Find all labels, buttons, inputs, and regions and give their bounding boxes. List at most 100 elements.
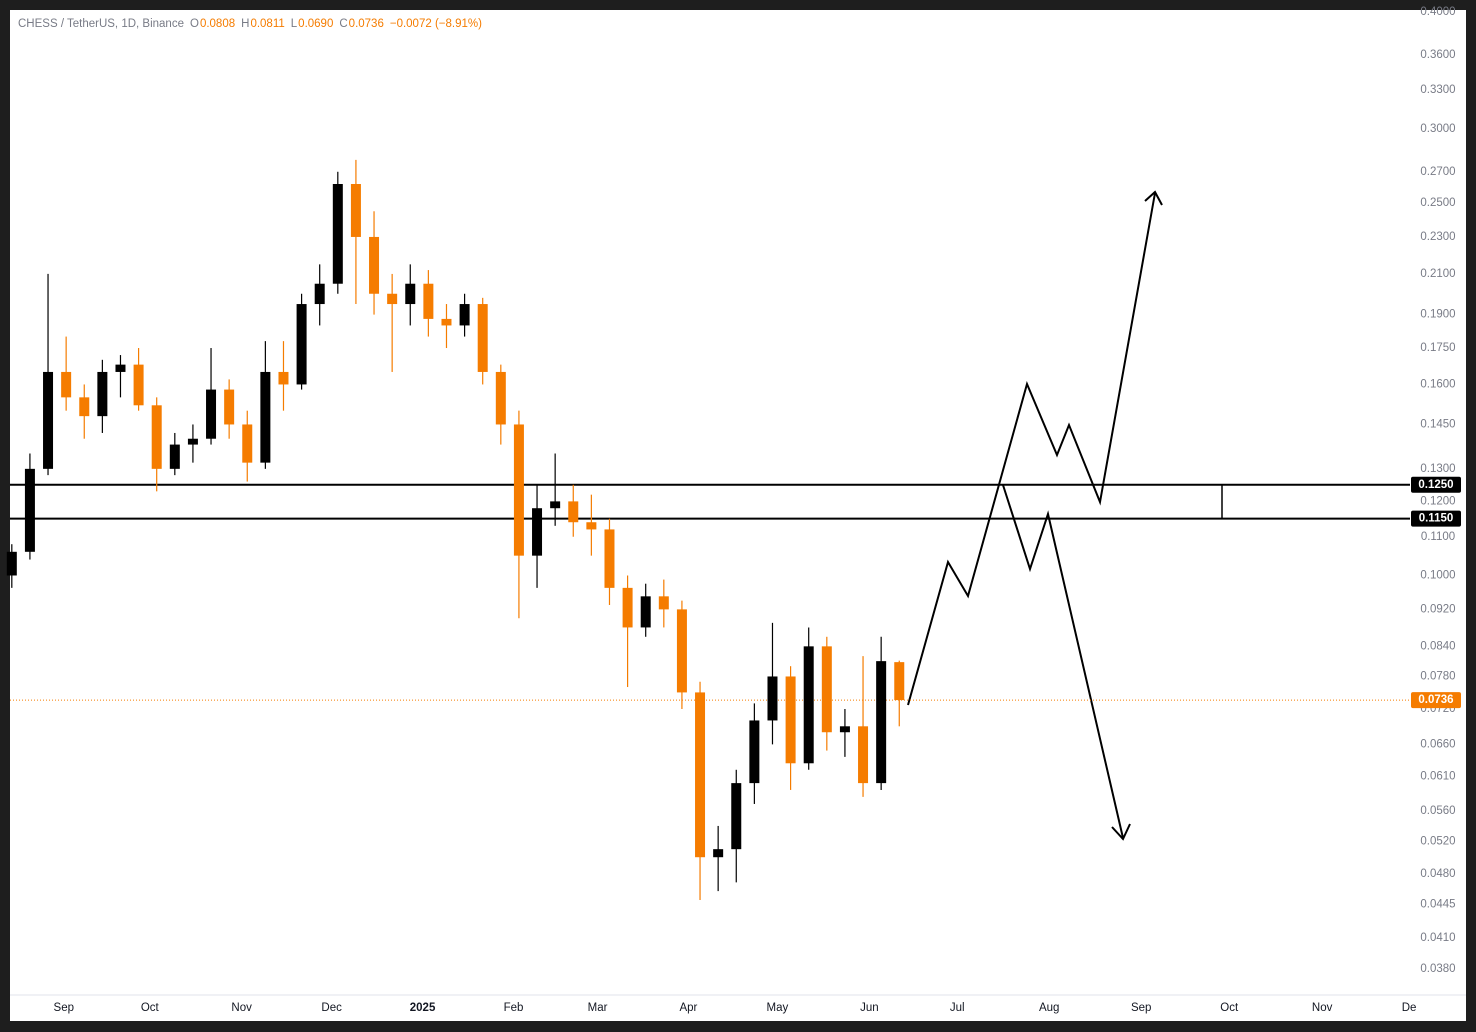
x-tick-label: Feb bbox=[504, 1002, 524, 1014]
candle-body bbox=[187, 438, 198, 445]
candle-body bbox=[495, 371, 506, 425]
x-tick-label: Oct bbox=[141, 1002, 160, 1014]
ohlc-letter: O bbox=[190, 18, 199, 30]
y-tick-label: 0.0520 bbox=[1420, 835, 1455, 847]
last-price-box bbox=[1411, 692, 1461, 709]
symbol-title: CHESS / TetherUS, 1D, Binance bbox=[18, 18, 184, 30]
candle-body bbox=[658, 596, 669, 610]
candle-body bbox=[278, 371, 289, 385]
chart-panel bbox=[10, 10, 1466, 1021]
candle-body bbox=[568, 501, 579, 523]
y-tick-label: 0.0660 bbox=[1420, 738, 1455, 750]
candle-body bbox=[133, 364, 144, 406]
x-tick-label: Mar bbox=[588, 1002, 608, 1014]
candle-body bbox=[477, 304, 488, 372]
candle-body bbox=[441, 318, 452, 326]
candle-body bbox=[61, 371, 72, 398]
x-tick-label: Sep bbox=[1131, 1002, 1151, 1014]
y-tick-label: 0.1000 bbox=[1420, 570, 1455, 582]
x-tick-label: Oct bbox=[1220, 1002, 1239, 1014]
y-tick-label: 0.1300 bbox=[1420, 463, 1455, 475]
y-tick-label: 0.3000 bbox=[1420, 123, 1455, 135]
y-tick-label: 0.0380 bbox=[1420, 963, 1455, 975]
x-tick-label: De bbox=[1402, 1002, 1417, 1014]
x-tick-label: Dec bbox=[321, 1002, 342, 1014]
level-label-box bbox=[1411, 510, 1461, 527]
candle-body bbox=[731, 783, 742, 850]
bullish-path bbox=[907, 192, 1156, 706]
y-tick-label: 0.0920 bbox=[1420, 603, 1455, 615]
candle-body bbox=[821, 646, 832, 733]
candle-body bbox=[858, 726, 869, 784]
candle-body bbox=[513, 424, 524, 556]
x-tick-label: Sep bbox=[54, 1002, 74, 1014]
candle-body bbox=[713, 849, 724, 858]
y-tick-label: 0.0780 bbox=[1420, 671, 1455, 683]
x-tick-label: May bbox=[767, 1002, 789, 1014]
level-label: 0.1150 bbox=[1419, 513, 1454, 525]
candle-body bbox=[79, 397, 90, 417]
candle-body bbox=[151, 405, 162, 469]
candle-body bbox=[405, 283, 416, 305]
scenario-drawings bbox=[907, 190, 1163, 841]
candle-body bbox=[785, 676, 796, 764]
candle-body bbox=[550, 501, 561, 509]
candle-body bbox=[97, 371, 108, 417]
ohlc-letter: L bbox=[291, 18, 298, 30]
x-tick-label: Jul bbox=[950, 1002, 965, 1014]
bearish-path bbox=[1002, 484, 1124, 839]
candle-body bbox=[206, 389, 217, 439]
candle-body bbox=[115, 364, 126, 372]
candle-body bbox=[6, 551, 17, 576]
y-tick-label: 0.0610 bbox=[1420, 770, 1455, 782]
y-tick-label: 0.1750 bbox=[1420, 342, 1455, 354]
candle-body bbox=[695, 692, 706, 858]
y-tick-label: 0.2300 bbox=[1420, 231, 1455, 243]
change-value: −0.0072 (−8.91%) bbox=[390, 18, 482, 30]
last-price-label: 0.0736 bbox=[1418, 694, 1453, 706]
y-tick-label: 0.1450 bbox=[1420, 418, 1455, 430]
candle-body bbox=[224, 389, 235, 425]
y-tick-label: 0.0480 bbox=[1420, 868, 1455, 880]
candle-body bbox=[369, 236, 380, 294]
candle-body bbox=[604, 529, 615, 588]
ohlc-value: 0.0811 bbox=[250, 18, 284, 30]
y-tick-label: 0.2500 bbox=[1420, 197, 1455, 209]
x-tick-label: Nov bbox=[231, 1002, 252, 1014]
candle-body bbox=[803, 646, 814, 764]
x-tick-label: Jun bbox=[860, 1002, 879, 1014]
candle-body bbox=[749, 720, 760, 784]
y-tick-label: 0.1600 bbox=[1420, 378, 1455, 390]
candle-body bbox=[332, 184, 343, 284]
x-tick-label: Apr bbox=[679, 1002, 697, 1014]
candle-body bbox=[876, 661, 887, 784]
candle-body bbox=[387, 293, 398, 305]
ohlc-value: 0.0808 bbox=[200, 18, 235, 30]
candle-body bbox=[423, 283, 434, 319]
candle-body bbox=[894, 662, 905, 701]
x-tick-label: Aug bbox=[1039, 1002, 1059, 1014]
y-tick-label: 0.0560 bbox=[1420, 805, 1455, 817]
ohlc-letter: C bbox=[339, 18, 347, 30]
y-tick-label: 0.0840 bbox=[1420, 640, 1455, 652]
level-label: 0.1250 bbox=[1418, 479, 1453, 491]
candle-body bbox=[314, 283, 325, 305]
candle-body bbox=[43, 371, 54, 469]
candle-body bbox=[532, 508, 543, 556]
candle-body bbox=[767, 676, 778, 721]
candle-body bbox=[839, 726, 850, 733]
y-tick-label: 0.4000 bbox=[1420, 6, 1455, 18]
candle-body bbox=[242, 424, 253, 463]
x-tick-label: 2025 bbox=[410, 1002, 436, 1014]
y-tick-label: 0.3300 bbox=[1420, 84, 1455, 96]
candle-body bbox=[296, 304, 307, 385]
y-tick-label: 0.3600 bbox=[1420, 49, 1455, 61]
arrow-head bbox=[1111, 823, 1131, 841]
y-tick-label: 0.0410 bbox=[1420, 932, 1455, 944]
candle-body bbox=[350, 184, 361, 237]
x-tick-label: Nov bbox=[1312, 1002, 1333, 1014]
candle-body bbox=[586, 522, 597, 530]
y-tick-label: 0.0445 bbox=[1420, 899, 1455, 911]
